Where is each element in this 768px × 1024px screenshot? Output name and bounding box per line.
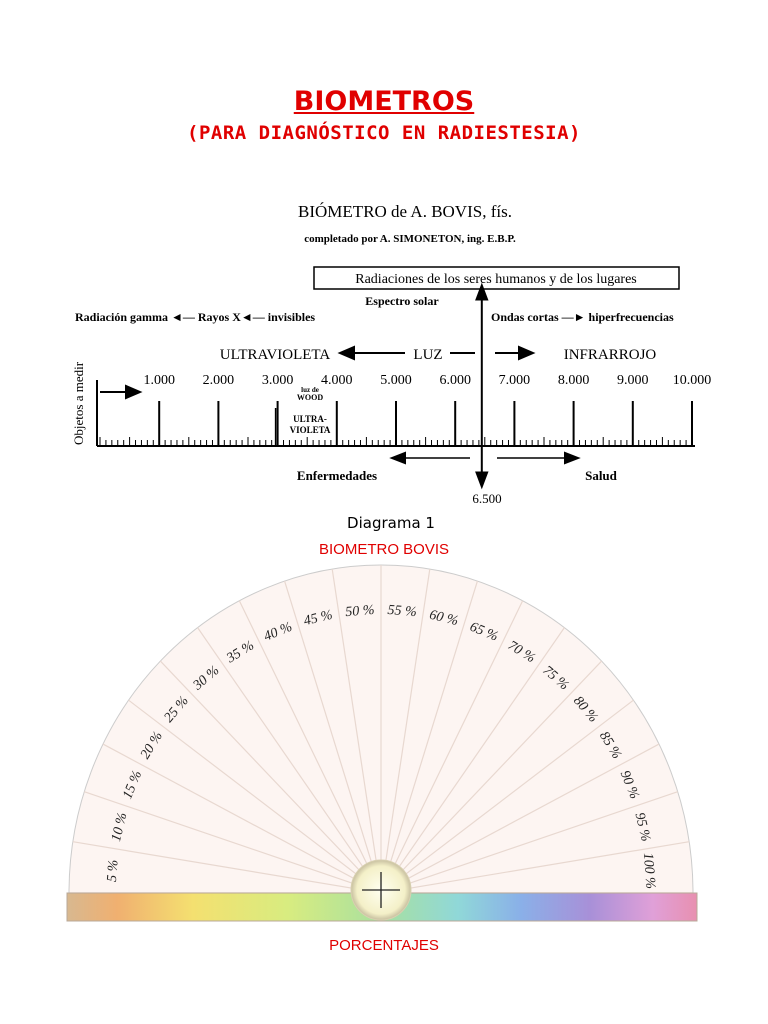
protractor-ray <box>380 580 478 894</box>
bovis-diagram: BIÓMETRO de A. BOVIS, fís. completado po… <box>71 202 712 532</box>
scale-label: 6.000 <box>439 373 471 388</box>
protractor-ray <box>284 580 382 894</box>
protractor-ray <box>128 699 382 894</box>
diagram-caption: Diagrama 1 <box>347 514 435 532</box>
marker-value: 6.500 <box>472 491 501 506</box>
luz-label: LUZ <box>413 347 442 363</box>
percent-label: 10 % <box>109 811 130 843</box>
ultra-label-1: ULTRA- <box>293 414 327 424</box>
scale-label: 8.000 <box>558 373 590 388</box>
marker-arrow <box>475 282 489 490</box>
scale-label: 4.000 <box>321 373 353 388</box>
protractor-ray <box>197 627 382 894</box>
radiations-box <box>313 266 680 290</box>
protractor-ray <box>84 791 382 894</box>
crosshair-icon <box>362 872 400 908</box>
protractor-ray <box>380 791 678 894</box>
vertical-label: Objetos a medir <box>71 361 86 445</box>
infrarrojo-label: INFRARROJO <box>564 347 657 363</box>
scale-label: 1.000 <box>143 373 175 388</box>
enfermedades-label: Enfermedades <box>297 468 377 483</box>
wood-label-1: luz de <box>301 386 319 394</box>
protractor-ray <box>380 660 603 894</box>
salud-label: Salud <box>585 468 618 483</box>
ruler <box>96 380 695 447</box>
porcentajes-caption: PORCENTAJES <box>329 937 439 954</box>
protractor-ray <box>380 568 431 894</box>
percent-label: 55 % <box>387 603 417 620</box>
left-chain: Radiación gamma ◄— Rayos X◄— invisibles <box>75 310 315 324</box>
protractor-ray <box>238 600 382 894</box>
diagram-subheading: completado por A. SIMONETON, ing. E.B.P. <box>304 233 516 245</box>
wood-label-2: WOOD <box>297 393 323 402</box>
scale-label: 9.000 <box>617 373 649 388</box>
percent-label: 60 % <box>428 608 460 629</box>
percent-label: 100 % <box>640 852 658 889</box>
right-chain: Ondas cortas —► hiperfrecuencias <box>491 310 674 324</box>
protractor-ray <box>380 699 634 894</box>
percent-label: 5 % <box>105 859 122 882</box>
scale-label: 10.000 <box>673 373 712 388</box>
protractor-ray <box>331 568 382 894</box>
scale-label: 3.000 <box>262 373 294 388</box>
percent-label: 95 % <box>631 811 652 843</box>
scale-label: 5.000 <box>380 373 412 388</box>
protractor-ray <box>159 660 382 894</box>
bovis-caption: BIOMETRO BOVIS <box>318 541 450 558</box>
protractor-ray <box>380 627 565 894</box>
percent-label: 50 % <box>345 603 375 620</box>
scale-label: 2.000 <box>203 373 235 388</box>
radiations-label: Radiaciones de los seres humanos y de lo… <box>355 272 637 287</box>
percent-label: 45 % <box>302 608 334 629</box>
page-subtitle: (PARA DIAGNÓSTICO EN RADIESTESIA) <box>187 122 581 144</box>
scale-label: 7.000 <box>499 373 531 388</box>
ultravioleta-label: ULTRAVIOLETA <box>220 347 331 363</box>
ultra-label-2: VIOLETA <box>290 425 331 435</box>
page-title: BIOMETROS <box>293 86 475 117</box>
protractor-ray <box>72 841 382 894</box>
protractor-ray <box>380 600 524 894</box>
spectrum-arrows <box>100 345 581 465</box>
protractor-ray <box>380 743 660 894</box>
diagram-heading: BIÓMETRO de A. BOVIS, fís. <box>298 202 512 221</box>
protractor-ray <box>380 841 690 894</box>
espectro-label: Espectro solar <box>365 294 439 308</box>
protractor-ray <box>102 743 382 894</box>
